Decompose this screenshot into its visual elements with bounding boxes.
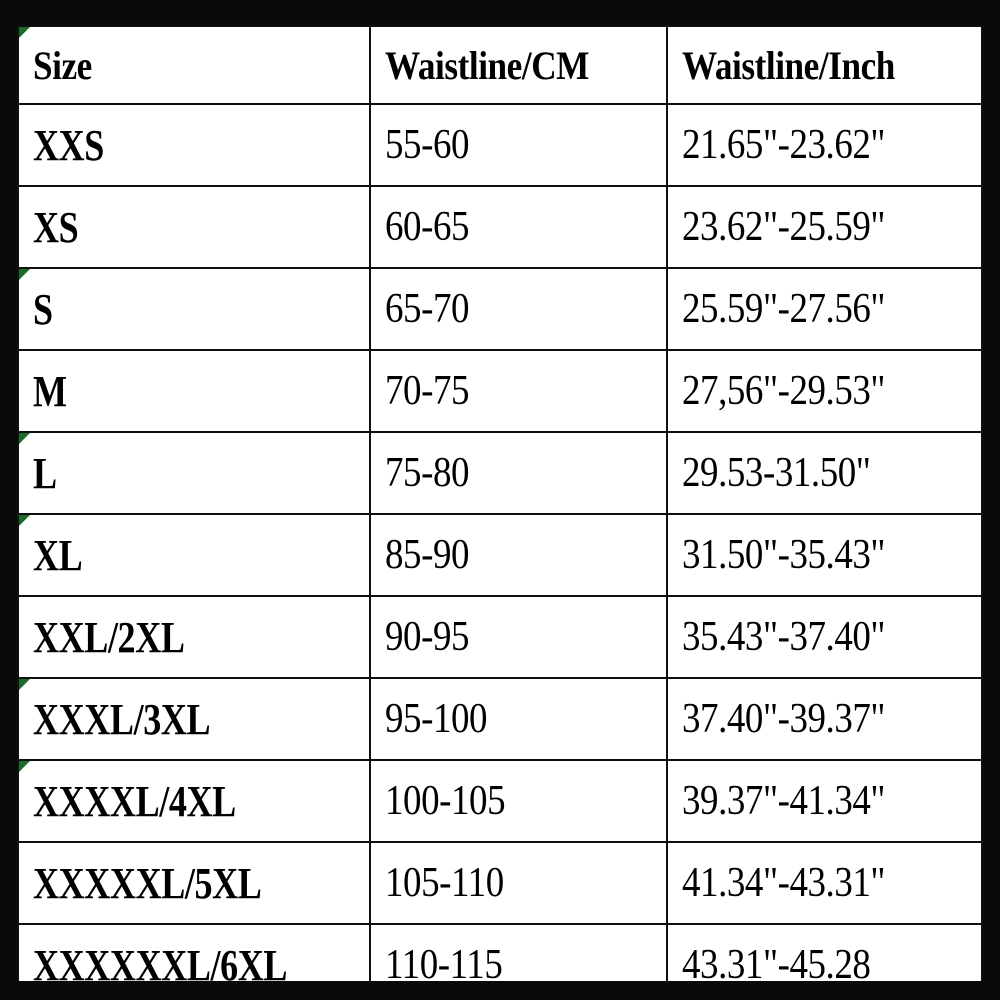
cell-waistline-cm-label: 90-95 bbox=[384, 614, 469, 660]
table-row: L 75-80 29.53-31.50" bbox=[17, 431, 983, 515]
cell-waistline-inch: 37.40"-39.37" bbox=[665, 677, 983, 761]
cell-waistline-cm-label: 100-105 bbox=[384, 778, 506, 824]
cell-size-label: XXXXXXL/6XL bbox=[33, 940, 288, 984]
cell-waistline-cm-label: 70-75 bbox=[384, 368, 469, 414]
cell-waistline-cm-label: 110-115 bbox=[384, 942, 503, 984]
cell-waistline-inch: 43.31"-45.28 bbox=[665, 923, 983, 984]
table-row: XXXXL/4XL 100-105 39.37"-41.34" bbox=[17, 759, 983, 843]
cell-size: XS bbox=[17, 185, 371, 269]
cell-waistline-inch: 25.59"-27.56" bbox=[665, 267, 983, 351]
cell-waistline-inch-label: 37.40"-39.37" bbox=[681, 696, 886, 742]
cell-waistline-inch-label: 41.34"-43.31" bbox=[681, 860, 886, 906]
cell-waistline-inch: 29.53-31.50" bbox=[665, 431, 983, 515]
corner-artifact-icon bbox=[19, 680, 30, 690]
corner-artifact-icon bbox=[19, 434, 30, 444]
cell-waistline-inch: 35.43"-37.40" bbox=[665, 595, 983, 679]
table-row: XXS 55-60 21.65"-23.62" bbox=[17, 103, 983, 187]
cell-size-label: XL bbox=[33, 530, 83, 580]
cell-size: M bbox=[17, 349, 371, 433]
corner-artifact-icon bbox=[19, 762, 30, 772]
column-header-waistline-inch-label: Waistline/Inch bbox=[681, 42, 895, 88]
cell-waistline-cm: 75-80 bbox=[368, 431, 668, 515]
corner-artifact-icon bbox=[19, 270, 30, 280]
table-body: XXS 55-60 21.65"-23.62" XS 60-65 bbox=[17, 103, 983, 984]
cell-size: XXXL/3XL bbox=[17, 677, 371, 761]
column-header-size: Size bbox=[17, 25, 371, 105]
column-header-waistline-cm: Waistline/CM bbox=[368, 25, 668, 105]
cell-waistline-inch-label: 25.59"-27.56" bbox=[681, 286, 886, 332]
cell-waistline-cm-label: 75-80 bbox=[384, 450, 469, 496]
cell-size: L bbox=[17, 431, 371, 515]
cell-waistline-inch-label: 31.50"-35.43" bbox=[681, 532, 886, 578]
column-header-waistline-inch: Waistline/Inch bbox=[665, 25, 983, 105]
cell-waistline-cm-label: 55-60 bbox=[384, 122, 469, 168]
cell-size-label: L bbox=[33, 448, 57, 498]
size-chart-table: Size Waistline/CM Waistline/Inch XXS bbox=[17, 25, 983, 984]
cell-size-label: M bbox=[33, 366, 67, 416]
table-row: XXL/2XL 90-95 35.43"-37.40" bbox=[17, 595, 983, 679]
cell-waistline-cm: 85-90 bbox=[368, 513, 668, 597]
cell-waistline-inch-label: 43.31"-45.28 bbox=[681, 942, 871, 984]
cell-waistline-inch: 39.37"-41.34" bbox=[665, 759, 983, 843]
cell-waistline-inch-label: 23.62"-25.59" bbox=[681, 204, 886, 250]
cell-waistline-cm: 105-110 bbox=[368, 841, 668, 925]
table-header-row: Size Waistline/CM Waistline/Inch bbox=[17, 25, 983, 105]
cell-size: XXL/2XL bbox=[17, 595, 371, 679]
table-row: S 65-70 25.59"-27.56" bbox=[17, 267, 983, 351]
cell-waistline-cm: 70-75 bbox=[368, 349, 668, 433]
cell-waistline-inch-label: 35.43"-37.40" bbox=[681, 614, 886, 660]
cell-waistline-inch: 41.34"-43.31" bbox=[665, 841, 983, 925]
cell-size: S bbox=[17, 267, 371, 351]
cell-waistline-cm: 95-100 bbox=[368, 677, 668, 761]
cell-size: XXXXXL/5XL bbox=[17, 841, 371, 925]
cell-waistline-inch: 23.62"-25.59" bbox=[665, 185, 983, 269]
corner-artifact-icon bbox=[19, 516, 30, 526]
table-row: XXXL/3XL 95-100 37.40"-39.37" bbox=[17, 677, 983, 761]
cell-waistline-cm: 60-65 bbox=[368, 185, 668, 269]
column-header-size-label: Size bbox=[33, 42, 92, 88]
column-header-waistline-cm-label: Waistline/CM bbox=[384, 42, 589, 88]
cell-waistline-cm: 90-95 bbox=[368, 595, 668, 679]
cell-size: XL bbox=[17, 513, 371, 597]
cell-waistline-cm-label: 85-90 bbox=[384, 532, 469, 578]
cell-waistline-cm-label: 105-110 bbox=[384, 860, 504, 906]
table-row: XXXXXL/5XL 105-110 41.34"-43.31" bbox=[17, 841, 983, 925]
cell-size-label: XXS bbox=[33, 120, 104, 170]
cell-waistline-inch-label: 21.65"-23.62" bbox=[681, 122, 886, 168]
cell-waistline-inch-label: 29.53-31.50" bbox=[681, 450, 871, 496]
cell-size-label: XXXL/3XL bbox=[33, 694, 211, 744]
cell-size: XXXXL/4XL bbox=[17, 759, 371, 843]
cell-size: XXXXXXL/6XL bbox=[17, 923, 371, 984]
cell-waistline-inch: 27,56"-29.53" bbox=[665, 349, 983, 433]
table-header: Size Waistline/CM Waistline/Inch bbox=[17, 25, 983, 105]
chart-sheet: Size Waistline/CM Waistline/Inch XXS bbox=[14, 22, 986, 984]
cell-waistline-inch-label: 39.37"-41.34" bbox=[681, 778, 886, 824]
cell-size: XXS bbox=[17, 103, 371, 187]
cell-waistline-cm: 110-115 bbox=[368, 923, 668, 984]
cell-waistline-cm-label: 60-65 bbox=[384, 204, 469, 250]
cell-waistline-cm: 55-60 bbox=[368, 103, 668, 187]
table-row: M 70-75 27,56"-29.53" bbox=[17, 349, 983, 433]
cell-size-label: XXXXL/4XL bbox=[33, 776, 236, 826]
cell-size-label: XXL/2XL bbox=[33, 612, 185, 662]
cell-waistline-inch: 31.50"-35.43" bbox=[665, 513, 983, 597]
cell-waistline-inch: 21.65"-23.62" bbox=[665, 103, 983, 187]
table-row: XS 60-65 23.62"-25.59" bbox=[17, 185, 983, 269]
cell-size-label: XXXXXL/5XL bbox=[33, 858, 262, 908]
cell-waistline-cm-label: 65-70 bbox=[384, 286, 469, 332]
cell-waistline-cm-label: 95-100 bbox=[384, 696, 488, 742]
cell-size-label: S bbox=[33, 284, 53, 334]
cell-waistline-cm: 100-105 bbox=[368, 759, 668, 843]
cell-waistline-inch-label: 27,56"-29.53" bbox=[681, 368, 886, 414]
cell-waistline-cm: 65-70 bbox=[368, 267, 668, 351]
cell-size-label: XS bbox=[33, 202, 79, 252]
table-row: XL 85-90 31.50"-35.43" bbox=[17, 513, 983, 597]
corner-artifact-icon bbox=[19, 28, 30, 38]
table-row: XXXXXXL/6XL 110-115 43.31"-45.28 bbox=[17, 923, 983, 984]
